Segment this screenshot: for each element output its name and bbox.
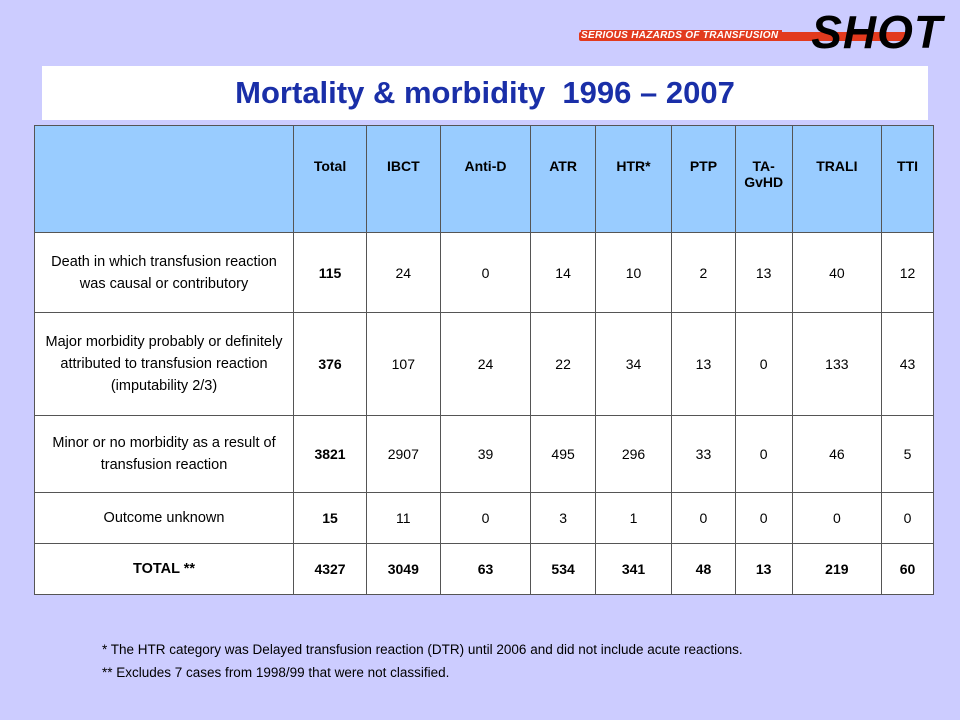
cell-ibct: 3049 xyxy=(366,543,441,595)
cell-ptp: 48 xyxy=(671,543,736,595)
cell-atr: 22 xyxy=(530,312,596,416)
cell-total: 15 xyxy=(292,492,368,544)
cell-atr: 3 xyxy=(530,492,596,544)
header-total: Total xyxy=(292,125,368,233)
cell-tti: 60 xyxy=(881,543,934,595)
logo-subtitle: SERIOUS HAZARDS OF TRANSFUSION xyxy=(581,30,783,41)
page-title: Mortality & morbidity 1996 – 2007 xyxy=(235,75,735,110)
cell-atr: 495 xyxy=(530,415,596,493)
cell-total: 115 xyxy=(292,232,368,313)
table-row-minor-morbidity: Minor or no morbidity as a result of tra… xyxy=(34,415,934,493)
footnotes: * The HTR category was Delayed transfusi… xyxy=(102,638,743,684)
cell-atr: 534 xyxy=(530,543,596,595)
cell-trali: 219 xyxy=(791,543,883,595)
row-label: Outcome unknown xyxy=(34,492,294,544)
header-corner-cell xyxy=(34,125,294,233)
cell-ibct: 24 xyxy=(366,232,441,313)
header-trali: TRALI xyxy=(791,125,883,233)
cell-total: 3821 xyxy=(292,415,368,493)
cell-htr: 341 xyxy=(594,543,673,595)
cell-ptp: 13 xyxy=(671,312,736,416)
cell-tti: 12 xyxy=(881,232,934,313)
cell-ta-gvhd: 0 xyxy=(734,312,793,416)
header-atr: ATR xyxy=(530,125,596,233)
row-label: Death in which transfusion reaction was … xyxy=(34,232,294,313)
cell-trali: 40 xyxy=(791,232,883,313)
cell-ptp: 2 xyxy=(671,232,736,313)
cell-anti-d: 63 xyxy=(439,543,532,595)
cell-ptp: 0 xyxy=(671,492,736,544)
header-ptp: PTP xyxy=(671,125,736,233)
cell-anti-d: 0 xyxy=(439,232,532,313)
title-banner: Mortality & morbidity 1996 – 2007 xyxy=(42,66,928,120)
table-row-total: TOTAL ** 4327 3049 63 534 341 48 13 219 … xyxy=(34,543,934,595)
cell-ta-gvhd: 13 xyxy=(734,232,793,313)
cell-htr: 1 xyxy=(594,492,673,544)
cell-tti: 0 xyxy=(881,492,934,544)
logo-name: SHOT xyxy=(811,6,943,58)
cell-ta-gvhd: 0 xyxy=(734,415,793,493)
cell-trali: 46 xyxy=(791,415,883,493)
footnote-excluded: ** Excludes 7 cases from 1998/99 that we… xyxy=(102,665,450,680)
cell-ptp: 33 xyxy=(671,415,736,493)
cell-ibct: 11 xyxy=(366,492,441,544)
header-ta-gvhd: TA-GvHD xyxy=(734,125,793,233)
cell-total: 4327 xyxy=(292,543,368,595)
cell-anti-d: 0 xyxy=(439,492,532,544)
cell-trali: 0 xyxy=(791,492,883,544)
cell-ibct: 107 xyxy=(366,312,441,416)
cell-trali: 133 xyxy=(791,312,883,416)
cell-ta-gvhd: 0 xyxy=(734,492,793,544)
cell-total: 376 xyxy=(292,312,368,416)
cell-atr: 14 xyxy=(530,232,596,313)
row-label: TOTAL ** xyxy=(34,543,294,595)
header-htr: HTR* xyxy=(594,125,673,233)
cell-tti: 5 xyxy=(881,415,934,493)
cell-htr: 10 xyxy=(594,232,673,313)
header-anti-d: Anti-D xyxy=(439,125,532,233)
cell-htr: 296 xyxy=(594,415,673,493)
cell-tti: 43 xyxy=(881,312,934,416)
header-ibct: IBCT xyxy=(366,125,441,233)
cell-anti-d: 39 xyxy=(439,415,532,493)
table-row-major-morbidity: Major morbidity probably or definitely a… xyxy=(34,312,934,416)
cell-htr: 34 xyxy=(594,312,673,416)
cell-ibct: 2907 xyxy=(366,415,441,493)
cell-ta-gvhd: 13 xyxy=(734,543,793,595)
table-row-outcome-unknown: Outcome unknown 15 11 0 3 1 0 0 0 0 xyxy=(34,492,934,544)
mortality-morbidity-table: Total IBCT Anti-D ATR HTR* PTP TA-GvHD T… xyxy=(34,125,934,595)
table-header-row: Total IBCT Anti-D ATR HTR* PTP TA-GvHD T… xyxy=(34,125,934,233)
shot-logo: SERIOUS HAZARDS OF TRANSFUSION SHOT xyxy=(577,6,947,58)
row-label: Major morbidity probably or definitely a… xyxy=(34,312,294,416)
cell-anti-d: 24 xyxy=(439,312,532,416)
row-label: Minor or no morbidity as a result of tra… xyxy=(34,415,294,493)
footnote-htr: * The HTR category was Delayed transfusi… xyxy=(102,642,743,657)
table-row-death: Death in which transfusion reaction was … xyxy=(34,232,934,313)
header-tti: TTI xyxy=(881,125,934,233)
